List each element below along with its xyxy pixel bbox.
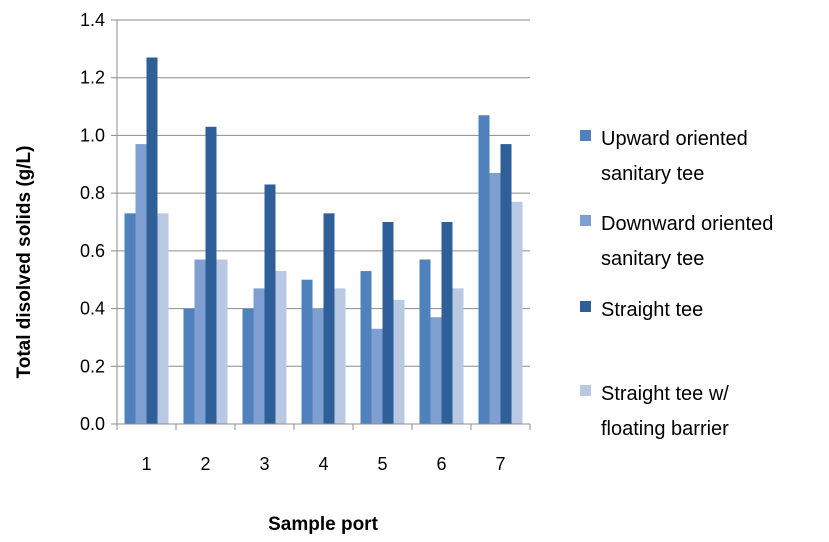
x-tick-label: 5 <box>377 454 387 474</box>
bar <box>489 172 501 424</box>
y-tick-labels: 0.0 0.2 0.4 0.6 0.8 1.0 1.2 1.4 <box>80 10 105 434</box>
bar <box>312 308 324 424</box>
bar <box>323 213 335 424</box>
bar <box>382 222 394 424</box>
bar <box>430 317 442 424</box>
x-tick-label: 7 <box>495 454 505 474</box>
x-tick-label: 4 <box>318 454 328 474</box>
y-tick-label: 0.0 <box>80 414 105 434</box>
bar <box>124 213 136 424</box>
y-tick-label: 0.8 <box>80 183 105 203</box>
bar <box>393 299 405 424</box>
x-tick-labels: 1 2 3 4 5 6 7 <box>141 454 505 474</box>
legend-label: sanitary tee <box>601 163 704 185</box>
legend-label: Straight tee w/ <box>601 383 729 405</box>
bar <box>419 259 431 424</box>
bar <box>135 144 147 425</box>
y-tick-label: 0.4 <box>80 299 105 319</box>
bar <box>301 279 313 424</box>
x-tick-label: 3 <box>259 454 269 474</box>
bar <box>194 259 206 424</box>
y-tick-label: 0.6 <box>80 241 105 261</box>
bar <box>452 288 464 424</box>
bar <box>183 308 195 424</box>
x-axis-title: Sample port <box>268 514 378 535</box>
y-tick-label: 1.4 <box>80 10 105 30</box>
bar <box>264 184 276 424</box>
x-tick-label: 6 <box>436 454 446 474</box>
axes <box>111 19 531 430</box>
legend-label: Upward oriented <box>601 128 748 150</box>
y-axis-title: Total disolved solids (g/L) <box>14 146 35 379</box>
bars <box>124 57 523 425</box>
legend-label: Straight tee <box>601 299 703 321</box>
bar <box>511 201 523 424</box>
bar <box>478 115 490 424</box>
bar <box>371 328 383 424</box>
bar <box>242 308 254 424</box>
x-tick-label: 2 <box>200 454 210 474</box>
bar <box>205 126 217 425</box>
legend-label: Downward oriented <box>601 213 773 235</box>
legend-label: floating barrier <box>601 418 729 440</box>
legend-swatch <box>580 301 591 312</box>
bar <box>441 222 453 424</box>
y-tick-label: 1.2 <box>80 68 105 88</box>
bar <box>253 288 265 424</box>
legend-swatch <box>580 215 591 226</box>
bar <box>216 259 228 424</box>
legend-swatch <box>580 385 591 396</box>
legend-label: sanitary tee <box>601 248 704 270</box>
bar <box>500 144 512 425</box>
legend-swatch <box>580 130 591 141</box>
legend: Upward oriented sanitary tee Downward orie… <box>580 128 773 440</box>
bar <box>275 271 287 424</box>
y-tick-label: 0.2 <box>80 356 105 376</box>
y-tick-label: 1.0 <box>80 125 105 145</box>
bar <box>146 57 158 425</box>
bar <box>157 213 169 424</box>
bar <box>334 288 346 424</box>
bar <box>360 271 372 424</box>
x-tick-label: 1 <box>141 454 151 474</box>
